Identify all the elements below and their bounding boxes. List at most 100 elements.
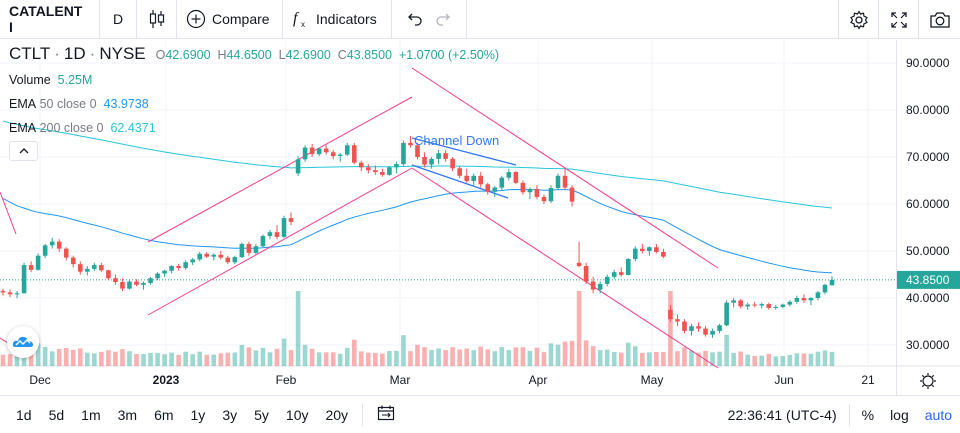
tradingview-logo[interactable] [7, 326, 39, 358]
price-axis[interactable]: 90.0000 80.0000 70.0000 60.0000 50.0000 40.00… [897, 56, 960, 352]
time-tick-label: Jun [774, 373, 793, 387]
candle-body [647, 247, 652, 251]
gear-icon [849, 9, 868, 30]
candle-body [654, 247, 659, 252]
candle-body [506, 172, 512, 178]
divider [362, 403, 364, 426]
legend-collapse-button[interactable] [9, 141, 38, 161]
candle-body [162, 270, 167, 274]
channel-down-upper [411, 67, 719, 269]
interval-button[interactable]: D [100, 0, 137, 39]
volume-bar [534, 347, 540, 366]
symbol-search-button[interactable]: CATALENT I [0, 0, 100, 39]
range-1y[interactable]: 1y [190, 406, 206, 423]
volume-bar [408, 351, 413, 366]
candle-body [394, 164, 399, 168]
volume-bar [232, 352, 238, 366]
volume-bar [169, 352, 174, 366]
volume-bar [429, 350, 434, 366]
high-value: 44.6500 [226, 48, 272, 62]
volume-bar [731, 352, 736, 366]
fullscreen-icon [890, 11, 907, 28]
legend-ema50[interactable]: EMA 50 close 0 43.9738 [9, 97, 149, 111]
range-10y[interactable]: 10y [285, 406, 309, 423]
range-20y[interactable]: 20y [325, 406, 349, 423]
indicators-button[interactable]: f x Indicators [283, 0, 392, 39]
volume-bar [625, 342, 631, 366]
volume-bar [358, 351, 364, 366]
volume-bar [155, 352, 160, 366]
range-6m[interactable]: 6m [154, 406, 174, 423]
volume-bar [752, 355, 758, 366]
chart-type-button[interactable] [137, 0, 177, 39]
range-3y[interactable]: 3y [222, 406, 238, 423]
volume-bar [387, 351, 392, 366]
volume-bar [183, 351, 188, 366]
volume-bar [541, 352, 547, 366]
percent-toggle[interactable]: % [861, 406, 875, 423]
candle-body [373, 170, 378, 173]
candle-body [408, 142, 413, 146]
price-chart[interactable]: 90.0000 80.0000 70.0000 60.0000 50.0000 40.00… [0, 40, 960, 396]
candle-body [155, 273, 160, 279]
candle-body [274, 232, 280, 237]
legend-interval: 1D [63, 44, 86, 63]
candle-body [63, 248, 69, 258]
legend-dot: · [54, 44, 60, 63]
price-tick-label: 50.0000 [906, 244, 950, 258]
auto-toggle[interactable]: auto [924, 406, 952, 423]
volume-bar [394, 350, 399, 366]
time-axis-settings-button[interactable] [920, 373, 936, 389]
volume-bar [218, 353, 224, 366]
volume-bar [548, 343, 554, 366]
candle-body [35, 255, 41, 270]
volume-bar [366, 352, 371, 366]
candle-body [106, 270, 111, 279]
volume-bar [415, 344, 420, 366]
channel-drawings[interactable] [0, 67, 719, 369]
channel-down-label[interactable]: Channel Down [414, 133, 499, 148]
candle-body [113, 278, 118, 283]
volume-bar [590, 346, 596, 366]
legend-ema200[interactable]: EMA 200 close 0 62.4371 [9, 121, 156, 135]
range-1d[interactable]: 1d [16, 406, 32, 423]
volume-bar [49, 351, 55, 366]
volume-bar [471, 350, 477, 366]
candle-body [710, 330, 715, 335]
redo-icon[interactable] [435, 11, 451, 27]
range-5y[interactable]: 5y [254, 406, 269, 423]
range-3m[interactable]: 3m [117, 406, 138, 423]
volume-bar [464, 348, 469, 366]
candle-body [267, 232, 273, 236]
range-1m[interactable]: 1m [81, 406, 101, 423]
volume-bar [99, 351, 104, 366]
candle-body [127, 281, 132, 289]
candle-body [478, 175, 484, 185]
candle-body [759, 304, 765, 306]
compare-button[interactable]: Compare [177, 0, 283, 39]
volume-bar [738, 351, 743, 366]
range-5d[interactable]: 5d [48, 406, 65, 423]
clock[interactable]: 22:36:41 (UTC-4) [727, 406, 837, 423]
undo-icon[interactable] [407, 11, 423, 27]
goto-date-button[interactable] [371, 405, 401, 424]
settings-button[interactable] [838, 0, 878, 39]
candle-body [134, 281, 139, 285]
time-axis[interactable]: Dec 2023 Feb Mar Apr May Jun 21 [29, 373, 875, 387]
candle-body [822, 284, 828, 293]
fullscreen-button[interactable] [878, 0, 918, 39]
candle-body [14, 293, 20, 295]
mini-channel-lower [411, 164, 509, 199]
cloud-logo-icon [12, 336, 33, 347]
candle-body [358, 162, 364, 168]
candle-body [211, 254, 217, 257]
snapshot-button[interactable] [918, 0, 960, 39]
volume-bar [92, 353, 97, 366]
volume-bar [527, 350, 533, 366]
legend-volume[interactable]: Volume 5.25M [9, 73, 93, 87]
candle-body [611, 272, 617, 277]
chart-legend: CTLT · 1D · NYSE O42.6900 H44.6500 L42.6… [9, 45, 499, 62]
log-toggle[interactable]: log [890, 406, 909, 423]
current-price-label: 43.8500 [906, 273, 950, 287]
volume-bar [569, 340, 575, 366]
